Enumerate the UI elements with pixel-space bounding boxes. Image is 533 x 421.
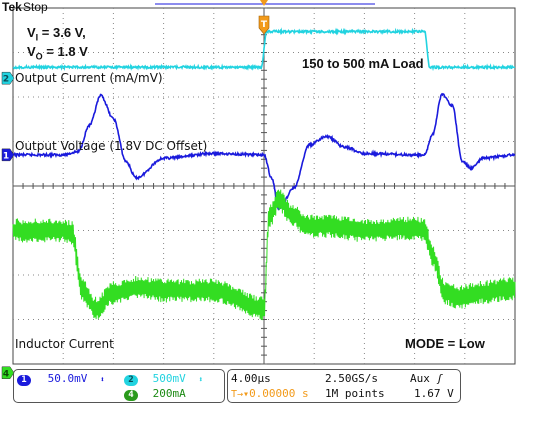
record-length-readout: 1M points — [325, 387, 385, 400]
trigger-point-icon — [260, 0, 268, 6]
output-voltage-value: VO = 1.8 V — [27, 44, 88, 62]
ch4-marker-number: 4 — [3, 369, 9, 379]
ch2-trace-label: Output Current (mA/mV) — [15, 71, 163, 85]
ch1-marker-number: 1 — [3, 151, 9, 161]
trigger-level-readout: 1.67 V — [414, 387, 454, 400]
timebase-readout: 4.00µs — [231, 372, 271, 385]
waveform-traces — [12, 27, 516, 321]
trigger-source-readout: Aux ʃ — [410, 372, 444, 385]
mode-annotation: MODE = Low — [405, 336, 485, 351]
ch4-ground-marker[interactable]: 4 — [1, 366, 15, 380]
input-voltage-label: VI = 3.6 V, — [27, 25, 86, 43]
vertical-scale-panel — [13, 369, 225, 403]
trigger-position-readout: T→▾0.00000 s — [231, 387, 309, 400]
trigger-position-icon: T→▾ — [231, 389, 250, 400]
horizontal-trigger-panel — [227, 369, 461, 403]
load-step-annotation: 150 to 500 mA Load — [302, 56, 424, 71]
trigger-position-marker[interactable]: T — [155, 0, 375, 35]
ch4-trace-label: Inductor Current — [15, 337, 114, 351]
ch2-marker-number: 2 — [3, 75, 9, 85]
sample-rate-readout: 2.50GS/s — [325, 372, 378, 385]
ch1-scale-readout: 1 50.0mV ⬍ — [17, 372, 105, 386]
trigger-marker-letter: T — [261, 20, 268, 30]
trace-ch1 — [12, 92, 516, 211]
channel-markers: 2 1 4 T — [1, 0, 375, 380]
acquisition-state: Stop — [23, 0, 48, 14]
scope-brand: Tek — [2, 0, 22, 14]
ch1-ground-marker[interactable]: 1 — [1, 148, 15, 162]
ch4-scale-readout: 4 200mA — [124, 387, 186, 401]
trace-ch4 — [12, 189, 516, 321]
ch2-ground-marker[interactable]: 2 — [1, 71, 15, 85]
ch1-trace-label: Output Voltage (1.8V DC Offset) — [15, 139, 208, 153]
ch2-scale-readout: 2 500mV ⬍ — [124, 372, 203, 386]
trace-ch2 — [12, 27, 516, 72]
